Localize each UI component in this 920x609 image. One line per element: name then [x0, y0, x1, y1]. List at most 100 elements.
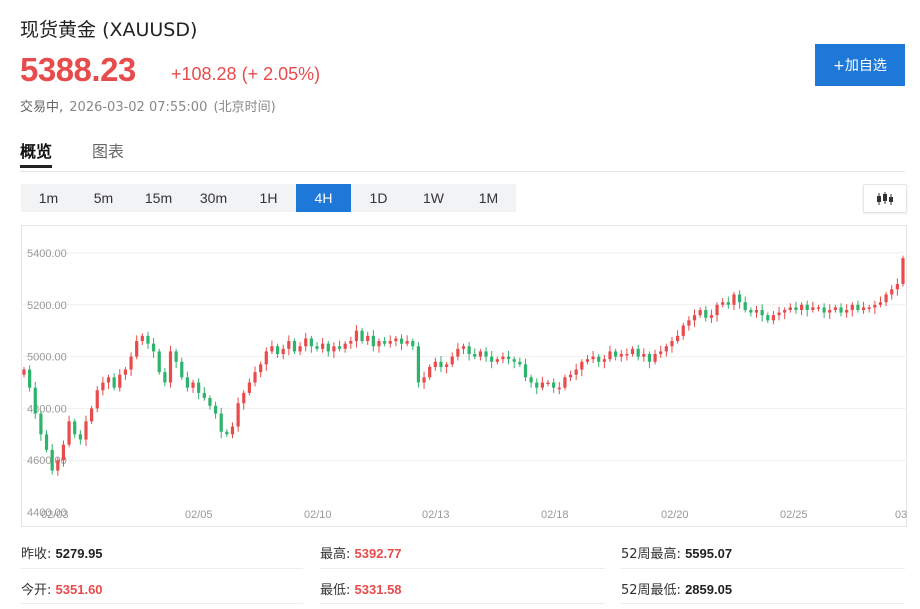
- candle-body: [33, 387, 37, 414]
- stat-label: 52周最低:: [621, 583, 681, 598]
- period-4h[interactable]: 4H: [296, 184, 351, 212]
- price-chart[interactable]: 5400.00 5200.00 5000.00 4800.00 4600.00 4400.…: [21, 225, 907, 527]
- candle-body: [129, 356, 133, 370]
- y-tick-label: 4600.00: [27, 455, 67, 467]
- candle-body: [230, 426, 235, 435]
- candle-body: [259, 364, 263, 373]
- candle-body: [614, 351, 618, 357]
- candle-body: [360, 330, 364, 342]
- candle-body: [56, 460, 60, 471]
- candle-body: [399, 338, 404, 344]
- candle-body: [749, 309, 753, 313]
- period-1month[interactable]: 1M: [478, 190, 499, 206]
- stat-label: 今开:: [21, 583, 52, 598]
- candle-body: [90, 408, 94, 422]
- period-1m[interactable]: 1m: [38, 190, 59, 206]
- period-1h[interactable]: 1H: [259, 190, 278, 206]
- candle-body: [512, 359, 516, 362]
- candle-body: [39, 413, 43, 435]
- candle-body: [799, 304, 804, 310]
- candle-body: [850, 304, 854, 310]
- x-tick-label: 02/20: [661, 509, 689, 521]
- candle-body: [270, 346, 274, 352]
- x-tick-label: 02/03: [41, 509, 69, 521]
- candle-body: [168, 351, 173, 383]
- stat-value: 5331.58: [354, 582, 402, 597]
- candle-body: [354, 330, 359, 342]
- candle-body: [490, 356, 494, 362]
- candle-body: [388, 341, 392, 344]
- period-15m[interactable]: 15m: [144, 190, 173, 206]
- candle-body: [106, 377, 111, 383]
- y-tick-label: 5000.00: [27, 352, 67, 364]
- candle-body: [50, 449, 54, 471]
- add-to-watchlist-button[interactable]: +加自选: [815, 44, 905, 86]
- change-percent: (+ 2.05%): [241, 64, 321, 84]
- y-tick-label: 5200.00: [27, 300, 67, 312]
- period-1w[interactable]: 1W: [423, 190, 444, 206]
- period-5m[interactable]: 5m: [93, 190, 114, 206]
- period-selector: 1m 5m 15m 30m 1H 4H 1D 1W 1M: [21, 184, 516, 212]
- candle-body: [704, 309, 708, 318]
- candle-body: [625, 354, 629, 356]
- candle-body: [794, 307, 798, 310]
- candle-body: [726, 302, 730, 305]
- candle-body: [647, 354, 652, 362]
- tab-overview[interactable]: 概览: [20, 142, 53, 161]
- candle-body: [422, 377, 426, 383]
- candle-body: [805, 304, 809, 310]
- candle-body: [721, 302, 725, 305]
- candle-body: [822, 307, 826, 313]
- candle-body: [670, 341, 674, 347]
- stat-52w-low: 52周最低: 2859.05: [621, 579, 732, 598]
- candle-body: [321, 343, 325, 349]
- candle-body: [811, 307, 815, 310]
- candle-body: [208, 398, 212, 406]
- candle-body: [456, 348, 460, 357]
- candle-body: [411, 341, 415, 347]
- candle-body: [737, 294, 742, 303]
- trading-status: 交易中, 2026-03-02 07:55:00 (北京时间): [20, 96, 276, 115]
- candle-body: [191, 382, 195, 388]
- stat-label: 昨收:: [21, 547, 52, 562]
- candle-body: [552, 382, 556, 388]
- candle-body: [602, 359, 606, 362]
- candle-body: [580, 361, 584, 370]
- candle-body: [461, 346, 466, 349]
- candle-body: [174, 351, 178, 362]
- candle-body: [608, 351, 612, 360]
- candle-body: [67, 421, 71, 445]
- candle-body: [439, 361, 443, 367]
- candle-body: [619, 354, 623, 357]
- candle-body: [78, 434, 82, 440]
- candle-body: [219, 413, 223, 432]
- price-change: +108.28 (+ 2.05%): [171, 64, 320, 85]
- candle-body: [242, 392, 246, 404]
- x-tick-label: 02/13: [422, 509, 450, 521]
- candle-body: [518, 361, 522, 365]
- candle-body: [563, 377, 567, 388]
- candle-body: [405, 341, 409, 344]
- chart-type-button[interactable]: [863, 184, 907, 213]
- period-30m[interactable]: 30m: [199, 190, 228, 206]
- active-tab-indicator: [20, 165, 52, 168]
- candle-body: [163, 372, 167, 383]
- stat-value: 2859.05: [685, 582, 733, 597]
- candle-body: [783, 309, 787, 313]
- candle-body: [140, 335, 144, 342]
- candle-body: [28, 369, 32, 388]
- candle-body: [630, 348, 635, 355]
- candle-body: [326, 343, 330, 352]
- candle-body: [281, 348, 285, 355]
- candle-body: [501, 356, 505, 360]
- candle-body: [146, 335, 150, 344]
- candle-body: [118, 374, 122, 388]
- candle-body: [495, 359, 499, 362]
- candle-body: [180, 361, 184, 378]
- candle-body: [394, 338, 398, 342]
- candle-body: [890, 289, 894, 295]
- period-1d[interactable]: 1D: [369, 190, 388, 206]
- candle-body: [659, 351, 663, 355]
- candle-body: [743, 302, 747, 310]
- tab-chart[interactable]: 图表: [92, 142, 125, 161]
